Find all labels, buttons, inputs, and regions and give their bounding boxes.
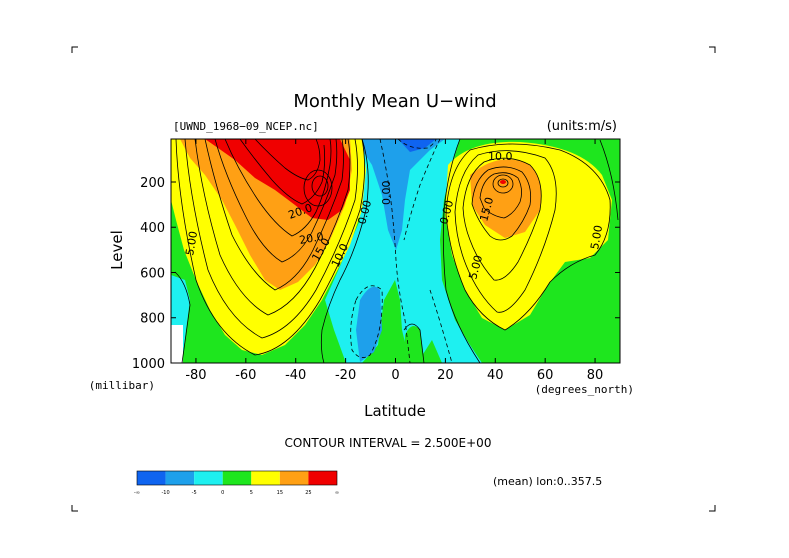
contour-label: 5.00 [588, 224, 605, 250]
crop-mark-bottom-right [709, 505, 716, 512]
shade-eq-surface [404, 326, 424, 363]
contour-label: 0.00 [380, 181, 393, 206]
shade-neg-5-10 [355, 139, 445, 250]
shade-neg-10 [398, 139, 436, 152]
legend-tick-label: ∞ [335, 490, 339, 496]
legend-tick-label: -5 [192, 490, 197, 496]
crop-marks [71, 46, 716, 512]
legend-swatch [222, 471, 252, 485]
x-axis: -80 -60 -40 -20 0 20 40 60 80 [185, 139, 603, 383]
legend-tick-label: -∞ [134, 490, 140, 496]
legend-tick-label: -10 [161, 490, 169, 496]
y-unit-label: (millibar) [89, 379, 155, 392]
y-axis: 200 400 600 800 1000 [132, 176, 620, 372]
legend-frame [136, 470, 338, 486]
x-tick-label: 60 [537, 368, 554, 383]
contour-label: 10.0 [488, 150, 513, 163]
crop-mark-bottom-left [71, 505, 78, 512]
legend-swatch [165, 471, 195, 485]
shade-nh-core [500, 180, 506, 184]
y-tick-label: 1000 [132, 357, 165, 372]
missing-data-south [171, 325, 183, 363]
crop-mark-top-left [71, 46, 78, 53]
legend-swatch [194, 471, 223, 485]
y-axis-title: Level [108, 230, 126, 270]
y-tick-label: 400 [140, 221, 165, 236]
y-tick-label: 600 [140, 266, 165, 281]
contour-label: 15.0 [477, 196, 496, 223]
contour-label: 0.00 [355, 199, 374, 226]
crop-mark-top-right [709, 46, 716, 53]
contour-lines-sh [175, 139, 365, 356]
contour-label: 5.00 [183, 230, 200, 256]
contour-label: 5.00 [466, 254, 485, 281]
contour-interval-label: CONTOUR INTERVAL = 2.500E+00 [285, 436, 492, 450]
x-unit-label: (degrees_north) [535, 383, 634, 396]
contour-lines-nh [445, 143, 611, 331]
legend-swatch [251, 471, 280, 485]
legend-tick-label: 25 [305, 490, 311, 496]
shade-sh-25 [205, 139, 350, 220]
x-tick-label: 20 [437, 368, 454, 383]
contour-field: 20.0 20.0 15.0 10.0 0.00 0.00 5.00 10.0 … [171, 139, 620, 363]
contour-label: 0.00 [437, 199, 456, 226]
x-tick-label: 40 [487, 368, 504, 383]
file-label: [UWND_1968−09_NCEP.nc] [173, 120, 319, 133]
x-axis-title: Latitude [364, 402, 426, 420]
x-tick-label: -40 [285, 368, 306, 383]
x-tick-label: -20 [335, 368, 356, 383]
contour-label: 20.0 [298, 230, 324, 247]
x-tick-label: -60 [235, 368, 256, 383]
x-tick-label: 0 [391, 368, 399, 383]
legend-swatch [137, 471, 166, 485]
legend-swatch [279, 471, 309, 485]
legend-tick-label: 5 [250, 490, 253, 496]
chart-title: Monthly Mean U−wind [293, 91, 496, 112]
y-tick-label: 800 [140, 312, 165, 327]
y-tick-label: 200 [140, 176, 165, 191]
color-legend: -∞ -10 -5 0 5 15 25 ∞ [134, 470, 339, 496]
units-label: (units:m/s) [547, 119, 617, 134]
legend-swatch [308, 471, 337, 485]
legend-tick-label: 15 [277, 490, 283, 496]
x-tick-label: -80 [185, 368, 206, 383]
x-tick-label: 80 [587, 368, 604, 383]
legend-tick-label: 0 [221, 490, 224, 496]
contour-lines-neg [174, 139, 619, 363]
footer-label: (mean) lon:0..357.5 [493, 475, 602, 488]
